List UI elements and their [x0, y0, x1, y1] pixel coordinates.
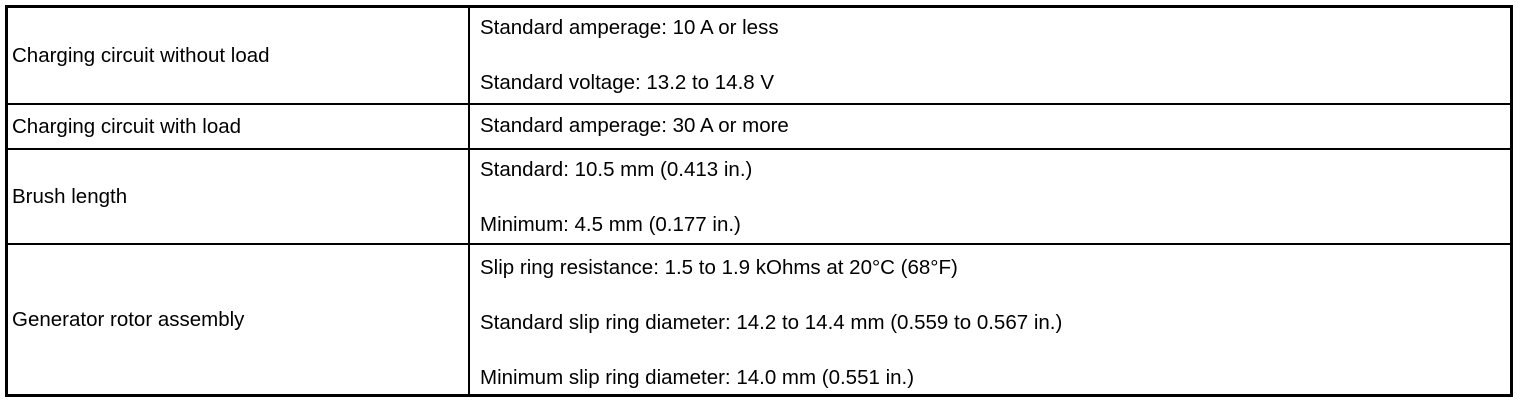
- value-line: Standard amperage: 10 A or less: [480, 16, 779, 39]
- value-line: Minimum: 4.5 mm (0.177 in.): [480, 213, 741, 236]
- table-row: Charging circuit with load Standard ampe…: [8, 103, 1510, 148]
- table-row: Generator rotor assembly Slip ring resis…: [8, 243, 1510, 394]
- item-cell: Generator rotor assembly: [8, 245, 470, 394]
- table-row: Brush length Standard: 10.5 mm (0.413 in…: [8, 148, 1510, 243]
- item-label: Generator rotor assembly: [12, 307, 245, 331]
- item-cell: Charging circuit without load: [8, 8, 470, 103]
- value-line: Standard voltage: 13.2 to 14.8 V: [480, 71, 775, 94]
- item-cell: Charging circuit with load: [8, 105, 470, 148]
- item-label: Charging circuit with load: [12, 114, 242, 138]
- value-cell: Standard amperage: 30 A or more: [472, 105, 1510, 148]
- item-label: Brush length: [12, 184, 128, 208]
- specification-table: Charging circuit without load Standard a…: [5, 5, 1513, 397]
- value-line: Standard slip ring diameter: 14.2 to 14.…: [480, 311, 1063, 334]
- item-label: Charging circuit without load: [12, 43, 270, 67]
- value-cell: Standard: 10.5 mm (0.413 in.) Minimum: 4…: [472, 150, 1510, 243]
- value-line: Minimum slip ring diameter: 14.0 mm (0.5…: [480, 366, 915, 389]
- value-cell: Slip ring resistance: 1.5 to 1.9 kOhms a…: [472, 245, 1510, 394]
- value-line: Standard amperage: 30 A or more: [480, 114, 789, 137]
- item-cell: Brush length: [8, 150, 470, 243]
- table-row: Charging circuit without load Standard a…: [8, 8, 1510, 103]
- value-line: Slip ring resistance: 1.5 to 1.9 kOhms a…: [480, 256, 958, 279]
- value-line: Standard: 10.5 mm (0.413 in.): [480, 158, 753, 181]
- value-cell: Standard amperage: 10 A or less Standard…: [472, 8, 1510, 103]
